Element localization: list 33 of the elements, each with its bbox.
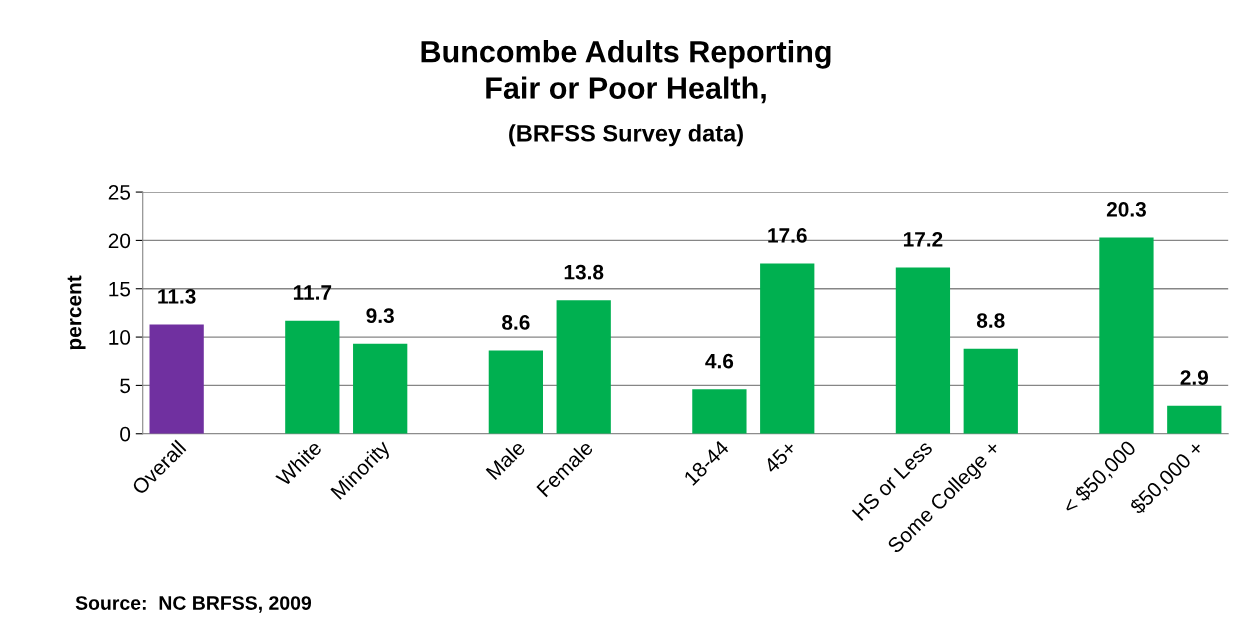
data-label: 20.3 — [1106, 201, 1146, 217]
bar — [488, 350, 543, 434]
bar — [353, 343, 408, 434]
data-label: 11.7 — [293, 285, 332, 300]
x-tick-label: 45+ — [763, 439, 798, 475]
chart-subtitle: (BRFSS Survey data) — [509, 124, 743, 147]
data-label: 8.6 — [502, 315, 530, 330]
source-note: Source: NC BRFSS, 2009 — [75, 596, 312, 613]
data-label: 11.3 — [158, 288, 196, 304]
y-tick-label: 15 — [109, 281, 131, 297]
data-label: 13.8 — [564, 264, 604, 280]
data-label: 4.6 — [705, 353, 734, 369]
data-label: 17.2 — [903, 231, 943, 247]
bar — [556, 300, 611, 434]
data-label: 9.3 — [366, 308, 394, 324]
bar — [895, 267, 951, 434]
y-tick-label: 25 — [108, 185, 131, 200]
y-tick-label: 20 — [108, 233, 131, 249]
data-label: 17.6 — [768, 228, 807, 243]
data-label: 8.8 — [976, 313, 1005, 328]
y-tick-label: 0 — [120, 426, 131, 442]
bar — [692, 389, 747, 434]
bar — [760, 263, 815, 434]
bar — [1167, 405, 1222, 434]
bar — [1099, 237, 1154, 434]
y-tick-label: 10 — [109, 330, 131, 345]
bar — [149, 324, 204, 434]
bar — [963, 348, 1018, 434]
y-tick-label: 5 — [120, 378, 131, 394]
bar — [285, 320, 340, 434]
chart-title: Buncombe Adults Reporting Fair or Poor Health, — [421, 40, 831, 104]
data-label: 2.9 — [1180, 370, 1208, 385]
y-axis-title: percent — [67, 275, 86, 350]
